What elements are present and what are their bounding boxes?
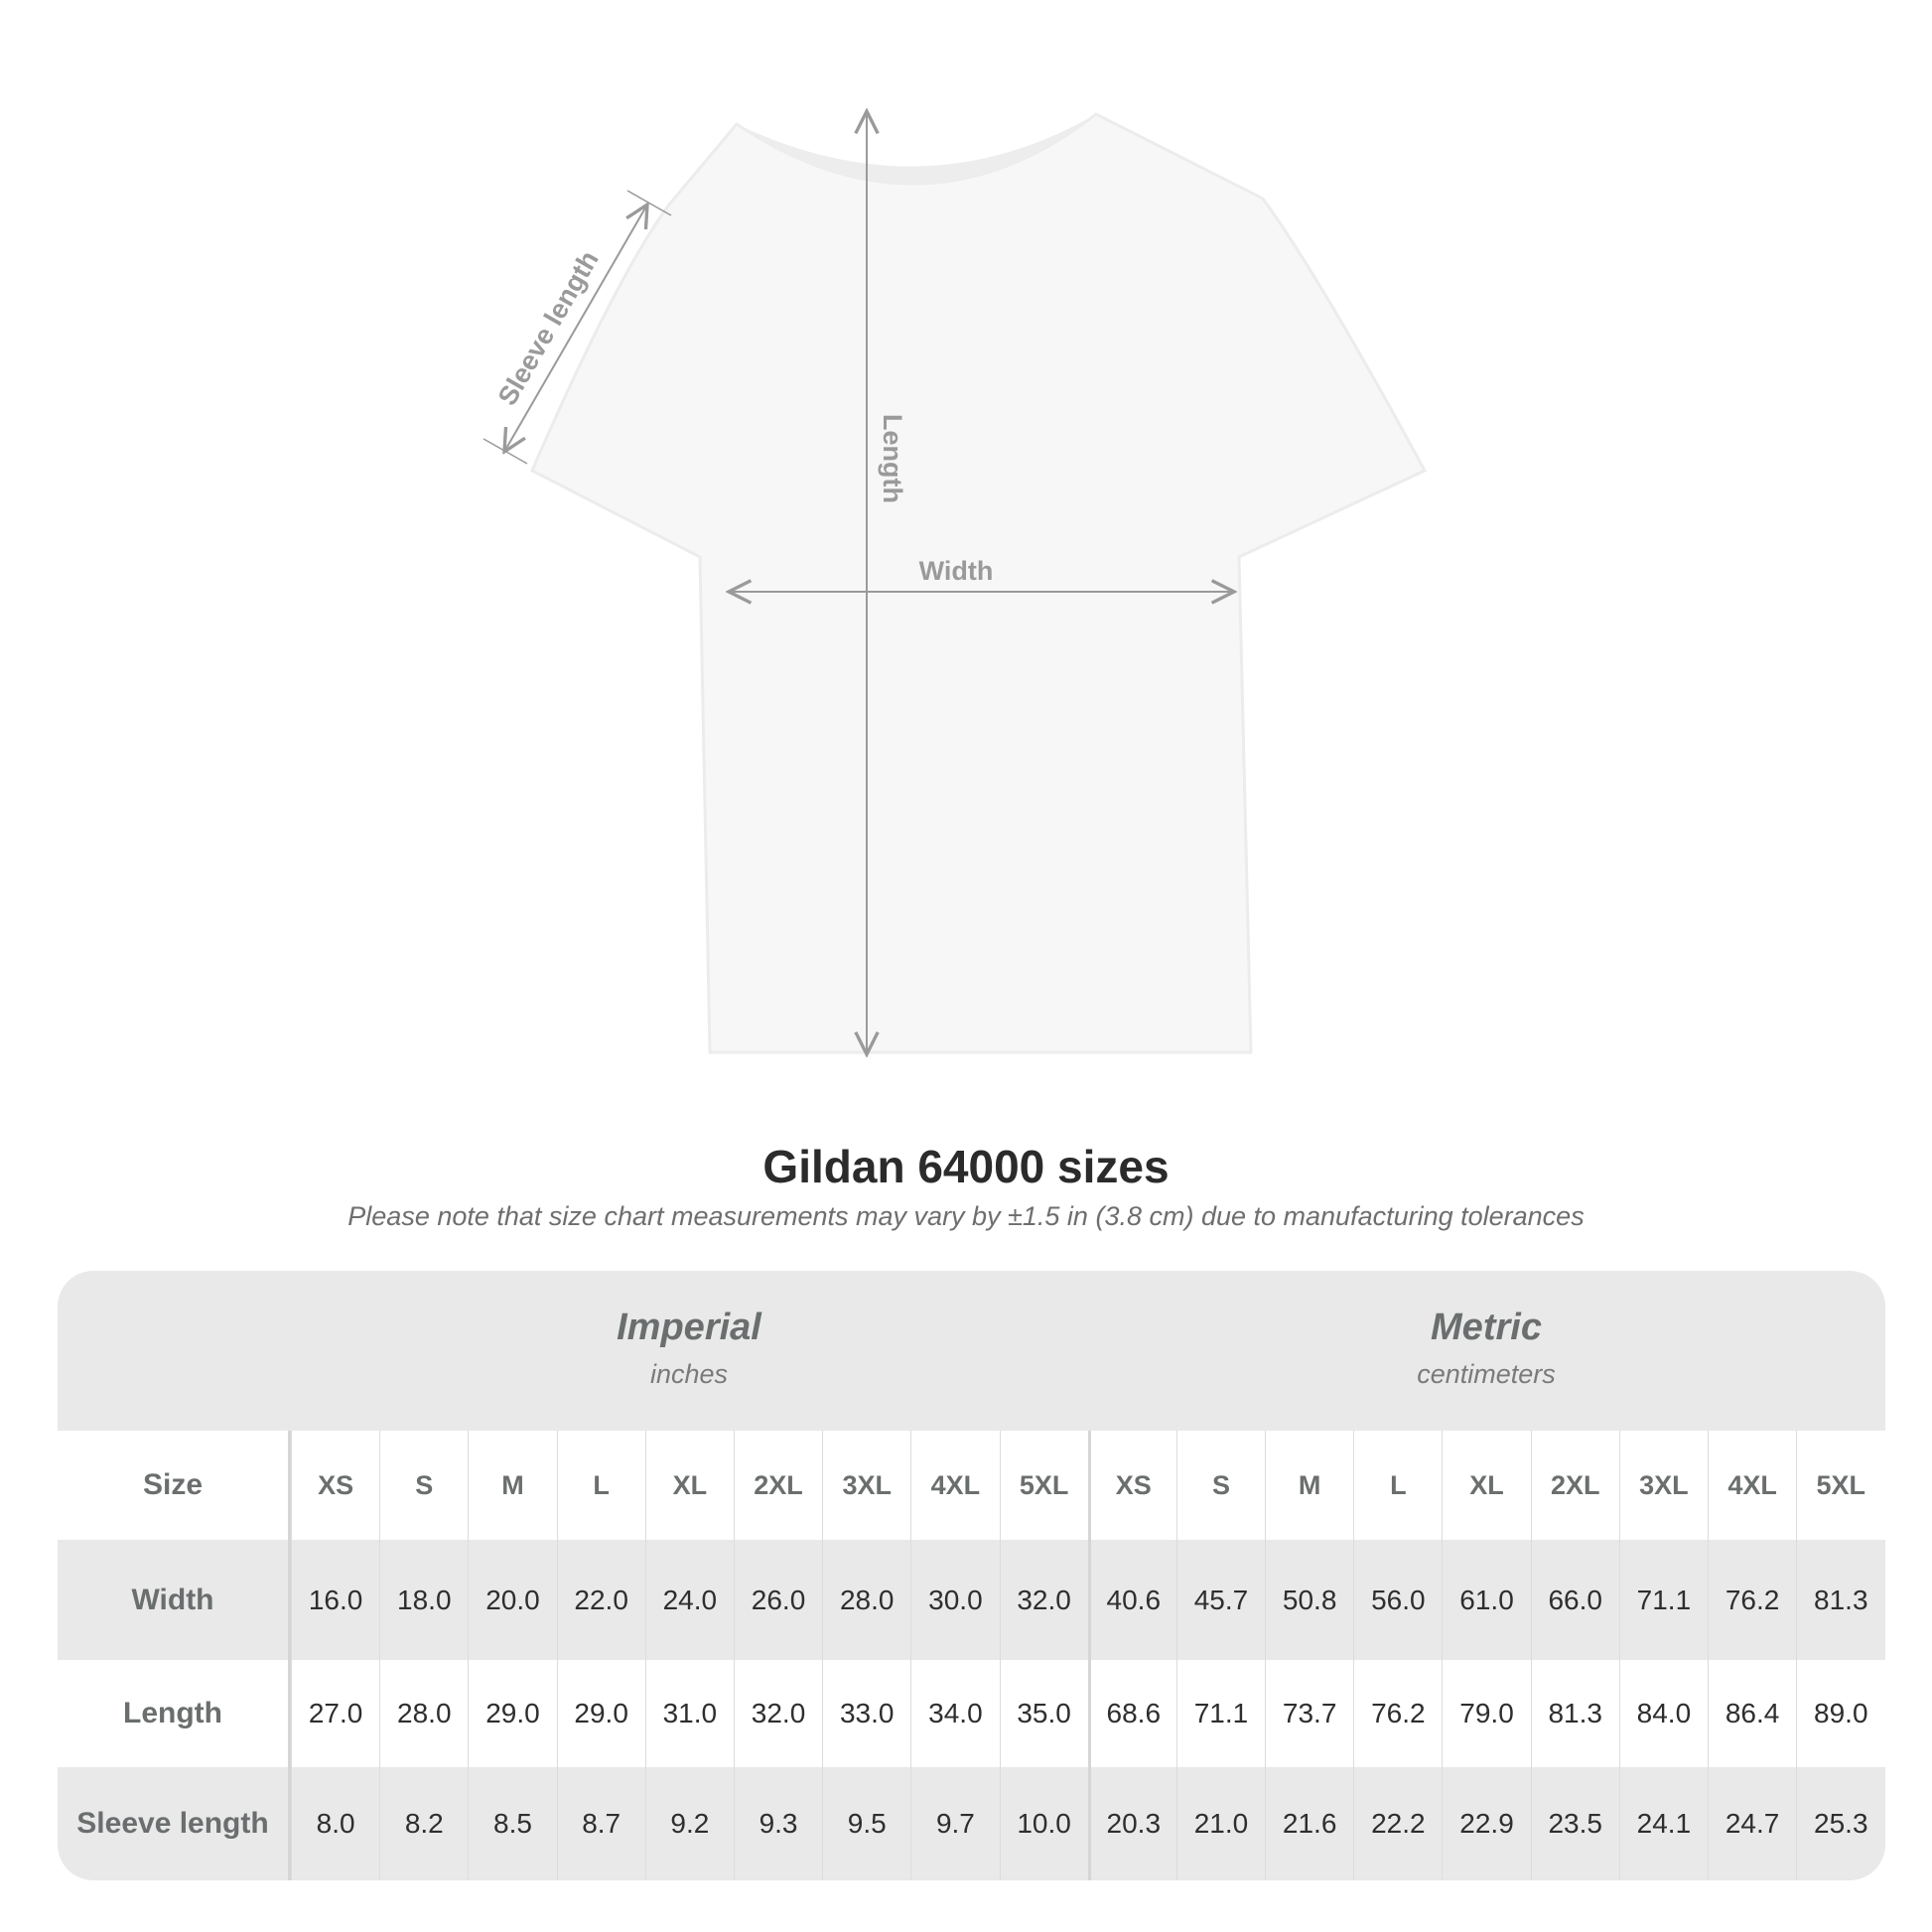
size-header-cell: 2XL [1530, 1431, 1619, 1540]
table-row: Sleeve length 8.0 8.2 8.5 8.7 9.2 9.3 9.5 9.7 10.… [58, 1767, 1885, 1880]
imperial-value-cell: 9.2 [644, 1767, 734, 1880]
imperial-value-cell: 28.0 [822, 1540, 910, 1660]
metric-value-cell: 73.7 [1265, 1660, 1353, 1767]
size-header-cell: 5XL [1796, 1431, 1884, 1540]
row-label: Length [58, 1660, 291, 1767]
sleeve-arrow [504, 205, 647, 452]
metric-value-cell: 40.6 [1087, 1540, 1176, 1660]
size-header-cell: S [1175, 1431, 1265, 1540]
metric-value-cell: 68.6 [1087, 1660, 1176, 1767]
table-row: Width 16.0 18.0 20.0 22.0 24.0 26.0 28.0 30.0 32.… [58, 1540, 1885, 1660]
imperial-value-cell: 16.0 [291, 1540, 379, 1660]
metric-value-cell: 21.0 [1175, 1767, 1265, 1880]
imperial-value-cell: 9.3 [733, 1767, 822, 1880]
size-header-cell: 5XL [999, 1431, 1088, 1540]
metric-value-cell: 24.7 [1708, 1767, 1796, 1880]
page-title: Gildan 64000 sizes [762, 1141, 1170, 1192]
sleeve-tick-top [626, 190, 672, 216]
imperial-value-cell: 30.0 [910, 1540, 999, 1660]
imperial-value-cell: 32.0 [733, 1660, 822, 1767]
metric-value-cell: 66.0 [1530, 1540, 1619, 1660]
size-header-cell: XS [1087, 1431, 1176, 1540]
imperial-unit: inches [649, 1359, 729, 1389]
imperial-value-cell: 29.0 [556, 1660, 645, 1767]
metric-value-cell: 50.8 [1265, 1540, 1353, 1660]
imperial-value-cell: 34.0 [910, 1660, 999, 1767]
size-header-cell: L [556, 1431, 645, 1540]
imperial-value-cell: 22.0 [556, 1540, 645, 1660]
imperial-header: Imperial inches [291, 1271, 1087, 1431]
metric-title: Metric [1431, 1307, 1542, 1348]
metric-value-cell: 79.0 [1442, 1660, 1530, 1767]
imperial-value-cell: 32.0 [999, 1540, 1088, 1660]
metric-value-cell: 84.0 [1618, 1660, 1708, 1767]
metric-unit: centimeters [1417, 1359, 1556, 1389]
metric-header: Metric centimeters [1087, 1271, 1885, 1431]
imperial-value-cell: 20.0 [468, 1540, 556, 1660]
imperial-value-cell: 9.5 [822, 1767, 910, 1880]
metric-value-cell: 21.6 [1265, 1767, 1353, 1880]
metric-value-cell: 81.3 [1530, 1660, 1619, 1767]
metric-value-cell: 25.3 [1796, 1767, 1884, 1880]
imperial-value-cell: 27.0 [291, 1660, 379, 1767]
size-header-row: Size XS S M L XL 2XL 3XL 4XL 5XL XS S M L XL 2XL 3XL 4XL 5… [58, 1431, 1885, 1540]
size-header-cell: 4XL [910, 1431, 999, 1540]
imperial-value-cell: 18.0 [379, 1540, 468, 1660]
metric-value-cell: 89.0 [1796, 1660, 1884, 1767]
unit-header-band [58, 1271, 1885, 1431]
imperial-value-cell: 35.0 [999, 1660, 1088, 1767]
size-header-cell: XS [291, 1431, 379, 1540]
imperial-value-cell: 8.2 [379, 1767, 468, 1880]
metric-value-cell: 71.1 [1618, 1540, 1708, 1660]
imperial-value-cell: 28.0 [379, 1660, 468, 1767]
imperial-value-cell: 33.0 [822, 1660, 910, 1767]
imperial-value-cell: 29.0 [468, 1660, 556, 1767]
imperial-title: Imperial [617, 1307, 761, 1348]
sleeve-tick-bottom [483, 438, 528, 465]
tshirt-diagram: Sleeve length Length Width [483, 0, 1428, 1092]
metric-value-cell: 76.2 [1708, 1540, 1796, 1660]
size-header-cell: 4XL [1708, 1431, 1796, 1540]
metric-value-cell: 45.7 [1175, 1540, 1265, 1660]
imperial-value-cell: 8.5 [468, 1767, 556, 1880]
table-row: Length 27.0 28.0 29.0 29.0 31.0 32.0 33.0 34.0 35… [58, 1660, 1885, 1767]
metric-value-cell: 81.3 [1796, 1540, 1884, 1660]
metric-value-cell: 20.3 [1087, 1767, 1176, 1880]
size-header-cell: L [1353, 1431, 1442, 1540]
metric-value-cell: 24.1 [1618, 1767, 1708, 1880]
metric-value-cell: 22.2 [1353, 1767, 1442, 1880]
tshirt-collar [737, 114, 1096, 185]
size-header-cell: M [1265, 1431, 1353, 1540]
size-header-cell: 3XL [822, 1431, 910, 1540]
width-label: Width [919, 556, 994, 586]
metric-value-cell: 86.4 [1708, 1660, 1796, 1767]
row-label: Width [58, 1540, 291, 1660]
size-header-cell: 2XL [733, 1431, 822, 1540]
size-header-cell: 3XL [1618, 1431, 1708, 1540]
metric-value-cell: 76.2 [1353, 1660, 1442, 1767]
size-table: Imperial inches Metric centimeters Size X… [58, 1271, 1885, 1880]
size-header-cell: XL [1442, 1431, 1530, 1540]
metric-value-cell: 22.9 [1442, 1767, 1530, 1880]
imperial-value-cell: 8.0 [291, 1767, 379, 1880]
size-header-cell: XL [644, 1431, 734, 1540]
size-header-cell: S [379, 1431, 468, 1540]
length-label: Length [878, 414, 907, 503]
metric-value-cell: 56.0 [1353, 1540, 1442, 1660]
metric-value-cell: 71.1 [1175, 1660, 1265, 1767]
metric-value-cell: 23.5 [1530, 1767, 1619, 1880]
imperial-value-cell: 31.0 [644, 1660, 734, 1767]
metric-value-cell: 61.0 [1442, 1540, 1530, 1660]
imperial-value-cell: 9.7 [910, 1767, 999, 1880]
row-label: Sleeve length [58, 1767, 291, 1880]
size-header-cell: M [468, 1431, 556, 1540]
imperial-value-cell: 26.0 [733, 1540, 822, 1660]
imperial-value-cell: 24.0 [644, 1540, 734, 1660]
imperial-value-cell: 10.0 [999, 1767, 1088, 1880]
row-label: Size [58, 1431, 291, 1540]
tolerance-note: Please note that size chart measurements… [347, 1201, 1585, 1231]
imperial-value-cell: 8.7 [556, 1767, 645, 1880]
